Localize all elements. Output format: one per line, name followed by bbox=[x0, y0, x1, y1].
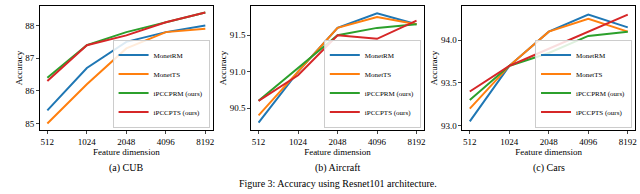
svg-text:4096: 4096 bbox=[157, 137, 176, 147]
svg-text:MonetTS: MonetTS bbox=[154, 71, 181, 79]
svg-text:8192: 8192 bbox=[619, 137, 637, 147]
svg-text:iPCCPRM (ours): iPCCPRM (ours) bbox=[154, 90, 203, 98]
svg-text:MonetRM: MonetRM bbox=[154, 52, 184, 60]
svg-text:(c) Cars: (c) Cars bbox=[533, 162, 565, 174]
svg-text:90.5: 90.5 bbox=[230, 103, 246, 113]
svg-text:iPCCPRM (ours): iPCCPRM (ours) bbox=[576, 90, 625, 98]
svg-text:MonetTS: MonetTS bbox=[365, 71, 392, 79]
svg-text:91.0: 91.0 bbox=[230, 67, 246, 77]
svg-text:Figure 3: Accuracy using Resne: Figure 3: Accuracy using Resnet101 archi… bbox=[239, 178, 437, 189]
svg-text:85: 85 bbox=[25, 119, 35, 129]
svg-text:Feature dimension: Feature dimension bbox=[304, 147, 371, 157]
svg-text:(b) Aircraft: (b) Aircraft bbox=[315, 162, 360, 174]
svg-text:Accuracy: Accuracy bbox=[14, 50, 24, 85]
svg-text:MonetTS: MonetTS bbox=[576, 71, 603, 79]
svg-text:87: 87 bbox=[25, 53, 35, 63]
svg-text:8192: 8192 bbox=[196, 137, 214, 147]
svg-text:8192: 8192 bbox=[408, 137, 426, 147]
svg-text:iPCCPTS (ours): iPCCPTS (ours) bbox=[576, 109, 622, 117]
svg-text:2048: 2048 bbox=[329, 137, 348, 147]
svg-text:91.5: 91.5 bbox=[230, 30, 246, 40]
svg-text:Accuracy: Accuracy bbox=[429, 50, 439, 85]
svg-text:86: 86 bbox=[25, 86, 35, 96]
svg-text:94.0: 94.0 bbox=[441, 35, 457, 45]
svg-text:4096: 4096 bbox=[368, 137, 387, 147]
svg-text:(a) CUB: (a) CUB bbox=[109, 162, 143, 174]
svg-text:88: 88 bbox=[25, 21, 35, 31]
svg-text:2048: 2048 bbox=[540, 137, 559, 147]
svg-text:512: 512 bbox=[252, 137, 266, 147]
svg-text:MonetRM: MonetRM bbox=[365, 52, 395, 60]
svg-text:iPCCPTS (ours): iPCCPTS (ours) bbox=[365, 109, 411, 117]
svg-text:Accuracy: Accuracy bbox=[218, 50, 228, 85]
svg-text:93.0: 93.0 bbox=[441, 121, 457, 131]
svg-text:1024: 1024 bbox=[78, 137, 97, 147]
svg-text:iPCCPTS (ours): iPCCPTS (ours) bbox=[154, 109, 200, 117]
svg-text:4096: 4096 bbox=[579, 137, 598, 147]
svg-text:93.5: 93.5 bbox=[441, 78, 457, 88]
svg-text:Feature dimension: Feature dimension bbox=[93, 147, 160, 157]
svg-text:MonetRM: MonetRM bbox=[576, 52, 606, 60]
svg-text:iPCCPRM (ours): iPCCPRM (ours) bbox=[365, 90, 414, 98]
svg-text:2048: 2048 bbox=[117, 137, 136, 147]
svg-text:Feature dimension: Feature dimension bbox=[515, 147, 582, 157]
svg-text:1024: 1024 bbox=[500, 137, 519, 147]
svg-text:512: 512 bbox=[463, 137, 477, 147]
svg-text:1024: 1024 bbox=[289, 137, 308, 147]
svg-text:512: 512 bbox=[41, 137, 55, 147]
